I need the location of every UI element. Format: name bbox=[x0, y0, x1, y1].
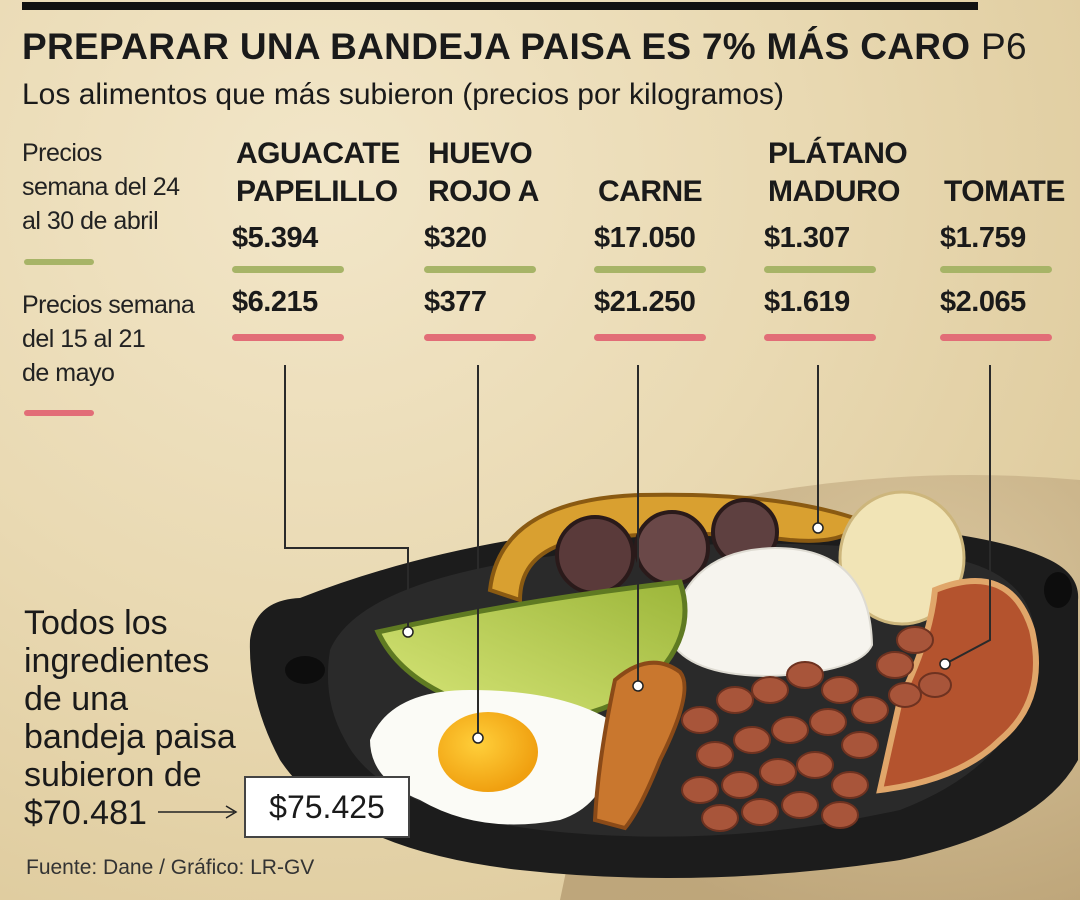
chorizo bbox=[592, 660, 687, 831]
item-bar-1-platano bbox=[764, 266, 876, 273]
item-price-1-huevo: $320 bbox=[424, 222, 487, 254]
leader-tomate bbox=[944, 365, 991, 665]
item-price-2-huevo: $377 bbox=[424, 286, 487, 318]
item-name-platano: PLÁTANO MADURO bbox=[768, 137, 908, 208]
legend-period-1: Precios semana del 24 al 30 de abril bbox=[22, 139, 180, 235]
legend-swatch-period-1 bbox=[24, 259, 94, 265]
legend-swatch-period-2 bbox=[24, 410, 94, 416]
item-price-1-platano: $1.307 bbox=[764, 222, 850, 254]
beans bbox=[681, 626, 952, 832]
item-price-1-aguacate: $5.394 bbox=[232, 222, 318, 254]
item-name-tomate: TOMATE bbox=[944, 175, 1065, 208]
item-name-huevo: HUEVO ROJO A bbox=[428, 137, 539, 208]
item-price-2-aguacate: $6.215 bbox=[232, 286, 318, 318]
item-bar-2-platano bbox=[764, 334, 876, 341]
item-price-2-tomate: $2.065 bbox=[940, 286, 1026, 318]
source-credit: Fuente: Dane / Gráfico: LR-GV bbox=[26, 856, 315, 879]
arrow-right-icon bbox=[158, 805, 238, 819]
leader-aguacate bbox=[284, 365, 409, 632]
leader-dots bbox=[402, 522, 951, 744]
item-bar-2-tomate bbox=[940, 334, 1052, 341]
item-bar-1-aguacate bbox=[232, 266, 344, 273]
chicharron bbox=[876, 578, 1039, 794]
top-rule bbox=[22, 2, 978, 10]
leader-lines bbox=[284, 365, 991, 738]
item-bar-1-carne bbox=[594, 266, 706, 273]
new-total-value: $75.425 bbox=[269, 788, 385, 825]
item-name-aguacate: AGUACATE PAPELILLO bbox=[236, 137, 400, 208]
page-ref: P6 bbox=[980, 26, 1027, 67]
item-bar-2-aguacate bbox=[232, 334, 344, 341]
legend-period-2: Precios semana del 15 al 21 de mayo bbox=[22, 291, 195, 387]
item-bar-1-huevo bbox=[424, 266, 536, 273]
item-price-2-carne: $21.250 bbox=[594, 286, 696, 318]
egg-yolk bbox=[438, 712, 538, 792]
item-price-1-tomate: $1.759 bbox=[940, 222, 1026, 254]
item-price-1-carne: $17.050 bbox=[594, 222, 696, 254]
chart-subtitle: Los alimentos que más subieron (precios … bbox=[22, 78, 785, 111]
item-bar-2-carne bbox=[594, 334, 706, 341]
new-total-box: $75.425 bbox=[244, 776, 410, 838]
item-bar-1-tomate bbox=[940, 266, 1052, 273]
rice bbox=[668, 546, 874, 678]
total-callout-text: Todos los ingredientes de una bandeja pa… bbox=[24, 604, 236, 832]
chart-title: PREPARAR UNA BANDEJA PAISA ES 7% MÁS CAR… bbox=[22, 26, 1027, 68]
title-text: PREPARAR UNA BANDEJA PAISA ES 7% MÁS CAR… bbox=[22, 26, 971, 67]
item-bar-2-huevo bbox=[424, 334, 536, 341]
item-name-carne: CARNE bbox=[598, 175, 703, 208]
item-price-2-platano: $1.619 bbox=[764, 286, 850, 318]
